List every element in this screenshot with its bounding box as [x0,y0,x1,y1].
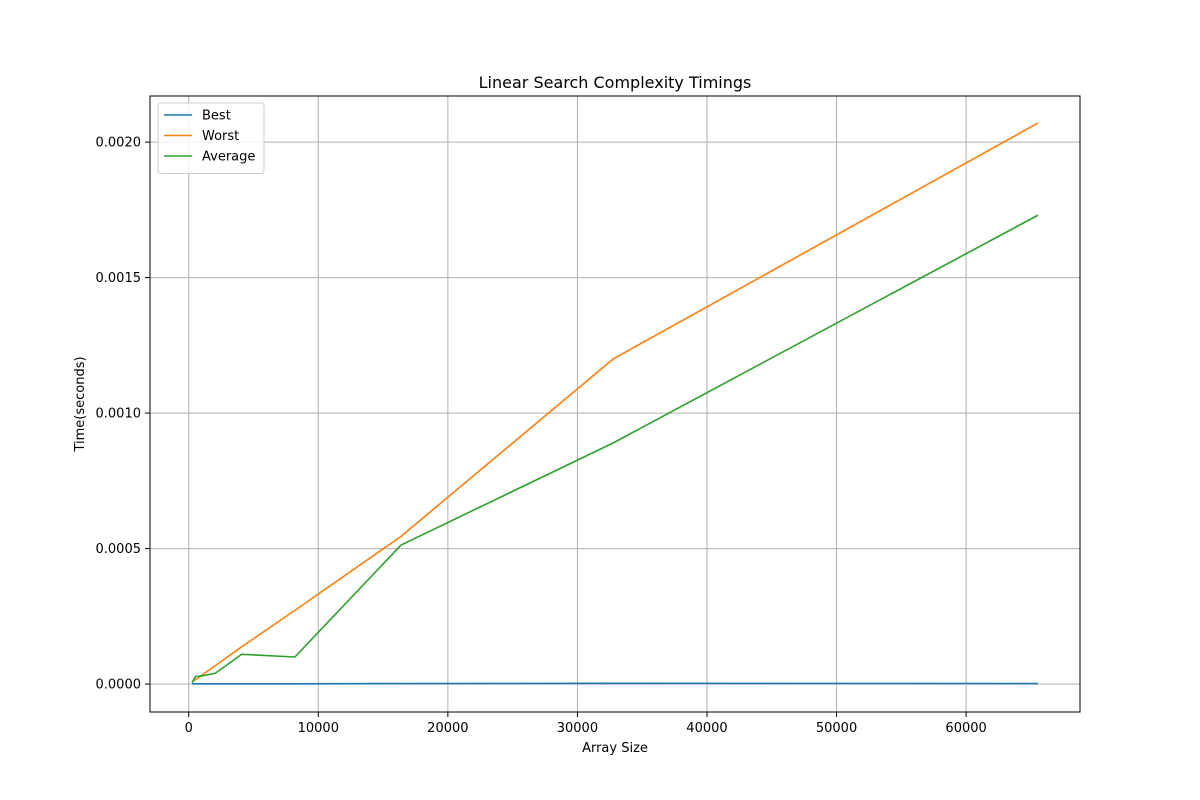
y-tick-label: 0.0015 [96,271,142,286]
chart-title: Linear Search Complexity Timings [479,73,752,92]
x-tick-label: 20000 [427,721,468,736]
y-tick-label: 0.0000 [96,678,142,693]
series-line-average [191,214,1039,684]
x-tick-label: 40000 [686,721,727,736]
legend-label-average: Average [202,150,255,165]
y-axis-label: Time(seconds) [73,356,88,452]
series-line-best [192,682,1038,685]
x-tick-label: 0 [185,721,193,736]
x-axis-ticks: 0 10000 20000 30000 40000 50000 60000 [185,712,987,736]
series-line-worst [191,122,1039,683]
legend-label-worst: Worst [202,129,239,144]
x-tick-label: 10000 [298,721,339,736]
x-tick-label: 50000 [816,721,857,736]
x-axis-label: Array Size [582,741,648,756]
legend: Best Worst Average [157,102,265,174]
y-axis-ticks: 0.0000 0.0005 0.0010 0.0015 0.0020 [96,136,150,693]
plot-frame [149,95,1081,713]
legend-label-best: Best [202,109,231,124]
series-lines [191,122,1039,685]
y-tick-label: 0.0005 [96,542,142,557]
x-tick-label: 60000 [945,721,986,736]
y-tick-label: 0.0020 [96,136,142,151]
y-tick-label: 0.0010 [96,407,142,422]
x-tick-label: 30000 [557,721,598,736]
